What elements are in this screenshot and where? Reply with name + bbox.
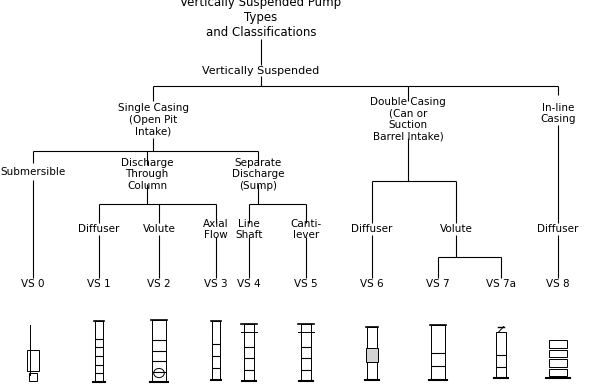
Bar	[27, 350, 39, 371]
Text: Submersible: Submersible	[1, 167, 65, 178]
Bar	[549, 350, 567, 357]
Text: VS 8: VS 8	[546, 279, 570, 289]
Text: VS 7a: VS 7a	[486, 279, 516, 289]
Text: Axial
Flow: Axial Flow	[203, 218, 229, 240]
Bar	[29, 373, 37, 381]
Ellipse shape	[154, 368, 164, 377]
Bar	[496, 332, 506, 378]
Bar	[367, 327, 377, 380]
Bar	[549, 368, 567, 376]
Text: Vertically Suspended: Vertically Suspended	[202, 65, 320, 76]
Text: In-line
Casing: In-line Casing	[540, 103, 576, 125]
Text: VS 4: VS 4	[237, 279, 261, 289]
Text: Double Casing
(Can or
Suction
Barrel Intake): Double Casing (Can or Suction Barrel Int…	[370, 97, 446, 142]
Text: Line
Shaft: Line Shaft	[235, 218, 263, 240]
Text: Diffuser: Diffuser	[79, 224, 119, 234]
Bar	[301, 324, 311, 381]
Text: Single Casing
(Open Pit
Intake): Single Casing (Open Pit Intake)	[118, 103, 188, 136]
Text: VS 7: VS 7	[426, 279, 450, 289]
Text: VS 1: VS 1	[87, 279, 111, 289]
Text: Diffuser: Diffuser	[352, 224, 392, 234]
Text: VS 3: VS 3	[204, 279, 228, 289]
Text: Volute: Volute	[143, 224, 175, 234]
Text: VS 2: VS 2	[147, 279, 171, 289]
Text: Discharge
Through
Column: Discharge Through Column	[121, 158, 173, 191]
Bar	[366, 348, 378, 361]
Text: VS 5: VS 5	[294, 279, 318, 289]
Bar	[549, 340, 567, 348]
Text: Volute: Volute	[440, 224, 472, 234]
Text: Vertically Suspended Pump
Types
and Classifications: Vertically Suspended Pump Types and Clas…	[181, 0, 341, 39]
Bar	[212, 321, 220, 380]
Bar	[152, 319, 166, 382]
Text: VS 6: VS 6	[360, 279, 384, 289]
Text: Diffuser: Diffuser	[538, 224, 578, 234]
Bar	[95, 321, 103, 382]
Text: VS 0: VS 0	[21, 279, 45, 289]
Bar	[244, 324, 254, 381]
Text: Separate
Discharge
(Sump): Separate Discharge (Sump)	[232, 158, 284, 191]
Bar	[431, 325, 445, 380]
Bar	[549, 359, 567, 367]
Text: Canti-
lever: Canti- lever	[290, 218, 322, 240]
